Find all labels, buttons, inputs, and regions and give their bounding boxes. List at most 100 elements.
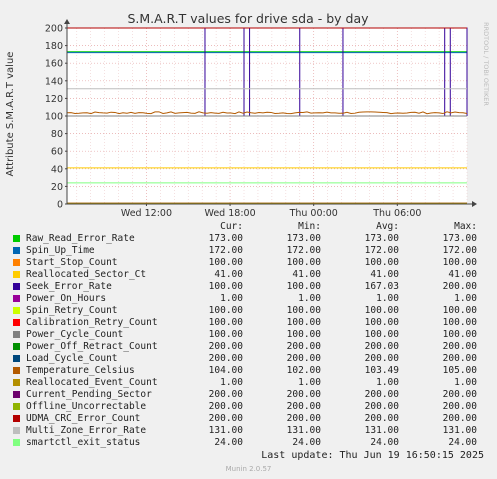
legend-value-avg: 41.00 [370,269,399,280]
legend-value-min: 200.00 [286,389,321,400]
legend-value-avg: 131.00 [364,425,399,436]
legend-swatch [13,403,20,410]
legend-value-avg: 100.00 [364,257,399,268]
munin-version: Munin 2.0.57 [225,465,272,473]
legend-value-min: 200.00 [286,341,321,352]
legend-swatch [13,259,20,266]
legend-value-avg: 100.00 [364,317,399,328]
legend-value-max: 1.00 [454,377,477,388]
legend-row-Spin_Retry_Count: Spin_Retry_Count 100.00 100.00 100.00 100.00 [13,305,485,317]
legend-value-min: 100.00 [286,329,321,340]
legend-value-min: 41.00 [292,269,321,280]
legend-row-Reallocated_Sector_Ct: Reallocated_Sector_Ct 41.00 41.00 41.00 41.0… [13,269,485,281]
legend-value-min: 102.00 [286,365,321,376]
legend-value-avg: 1.00 [376,377,399,388]
legend-series-name: Spin_Up_Time [26,245,95,256]
legend-value-avg: 200.00 [364,353,399,364]
legend-value-min: 100.00 [286,257,321,268]
legend-value-avg: 167.03 [364,281,399,292]
legend-value-cur: 1.00 [220,293,243,304]
legend-row-Temperature_Celsius: Temperature_Celsius 104.00 102.00 103.49 105… [13,365,485,377]
legend-series-name: Calibration_Retry_Count [26,317,158,328]
legend-row-Power_Off_Retract_Count: Power_Off_Retract_Count 200.00 200.00 200.0… [13,341,485,353]
legend-row-Power_Cycle_Count: Power_Cycle_Count 100.00 100.00 100.00 100.0… [13,329,485,341]
legend-col-avg: Avg: [376,221,399,232]
legend-value-cur: 41.00 [214,269,243,280]
legend-value-max: 173.00 [442,233,477,244]
legend-row-Raw_Read_Error_Rate: Raw_Read_Error_Rate 173.00 173.00 173.00 173… [13,233,485,245]
legend-series-name: Current_Pending_Sector [26,389,152,400]
legend-value-avg: 200.00 [364,389,399,400]
legend-value-avg: 24.00 [370,437,399,448]
legend-value-max: 41.00 [448,269,477,280]
legend-value-max: 100.00 [442,317,477,328]
legend-value-max: 105.00 [442,365,477,376]
legend-value-max: 200.00 [442,389,477,400]
legend-series-name: Load_Cycle_Count [26,353,118,364]
y-tick-label: 0 [57,200,63,211]
legend-row-Power_On_Hours: Power_On_Hours 1.00 1.00 1.00 1.00 [13,293,485,305]
legend-value-min: 1.00 [298,293,321,304]
y-tick-label: 40 [51,164,63,175]
legend-header: Cur: Min: Avg: Max: [13,221,485,233]
legend-value-max: 200.00 [442,281,477,292]
legend-row-Load_Cycle_Count: Load_Cycle_Count 200.00 200.00 200.00 200.00 [13,353,485,365]
legend-value-cur: 100.00 [208,317,243,328]
legend-value-avg: 100.00 [364,329,399,340]
series-line-Temperature_Celsius [66,111,468,115]
legend-swatch [13,331,20,338]
legend-series-name: Multi_Zone_Error_Rate [26,425,147,436]
legend-row-Spin_Up_Time: Spin_Up_Time 172.00 172.00 172.00 172.00 [13,245,485,257]
legend-row-Seek_Error_Rate: Seek_Error_Rate 100.00 100.00 167.03 200.00 [13,281,485,293]
legend-value-cur: 100.00 [208,281,243,292]
legend-value-min: 100.00 [286,281,321,292]
legend-rows: Raw_Read_Error_Rate 173.00 173.00 173.00 173… [13,233,485,449]
axis-layer: 0 20 40 60 80 100 120 140 160 180 200 Wed 12:00 Wed … [45,19,477,218]
legend-value-cur: 200.00 [208,353,243,364]
legend-swatch [13,235,20,242]
y-tick-label: 140 [45,76,63,87]
legend-value-avg: 1.00 [376,293,399,304]
y-tick-label: 100 [45,112,63,123]
legend-value-min: 200.00 [286,353,321,364]
legend-value-cur: 100.00 [208,257,243,268]
legend-value-min: 1.00 [298,377,321,388]
legend-swatch [13,391,20,398]
legend-series-name: Power_Cycle_Count [26,329,124,340]
y-tick-label: 120 [45,94,63,105]
legend-series-name: Reallocated_Sector_Ct [26,269,147,280]
legend-row-Reallocated_Event_Count: Reallocated_Event_Count 1.00 1.00 1.00 1.00 [13,377,485,389]
last-update: Last update: Thu Jun 19 16:50:15 2025 [261,450,484,461]
legend-value-max: 200.00 [442,353,477,364]
legend-value-min: 100.00 [286,305,321,316]
legend-value-cur: 200.00 [208,413,243,424]
legend-value-max: 100.00 [442,257,477,268]
legend-value-min: 24.00 [292,437,321,448]
y-axis-arrow [64,19,70,24]
legend-value-cur: 200.00 [208,401,243,412]
legend-col-max: Max: [454,221,477,232]
legend-value-max: 200.00 [442,341,477,352]
legend-value-cur: 1.00 [220,377,243,388]
legend-value-cur: 131.00 [208,425,243,436]
legend-value-max: 200.00 [442,401,477,412]
legend-swatch [13,319,20,326]
legend-col-min: Min: [298,221,321,232]
legend-series-name: Raw_Read_Error_Rate [26,233,135,244]
legend-series-name: Start_Stop_Count [26,257,118,268]
x-tick-label: Wed 18:00 [205,208,256,218]
legend-row-Multi_Zone_Error_Rate: Multi_Zone_Error_Rate 131.00 131.00 131.00 1… [13,425,485,437]
legend-swatch [13,295,20,302]
legend-col-cur: Cur: [220,221,243,232]
legend-swatch [13,367,20,374]
legend-value-avg: 100.00 [364,305,399,316]
legend-value-max: 172.00 [442,245,477,256]
legend-row-Calibration_Retry_Count: Calibration_Retry_Count 100.00 100.00 100.0… [13,317,485,329]
legend-swatch [13,355,20,362]
y-tick-label: 80 [51,129,63,140]
legend-swatch [13,247,20,254]
legend-value-cur: 104.00 [208,365,243,376]
legend-value-max: 200.00 [442,413,477,424]
legend-row-Start_Stop_Count: Start_Stop_Count 100.00 100.00 100.00 100.00 [13,257,485,269]
legend-series-name: Offline_Uncorrectable [26,401,147,412]
